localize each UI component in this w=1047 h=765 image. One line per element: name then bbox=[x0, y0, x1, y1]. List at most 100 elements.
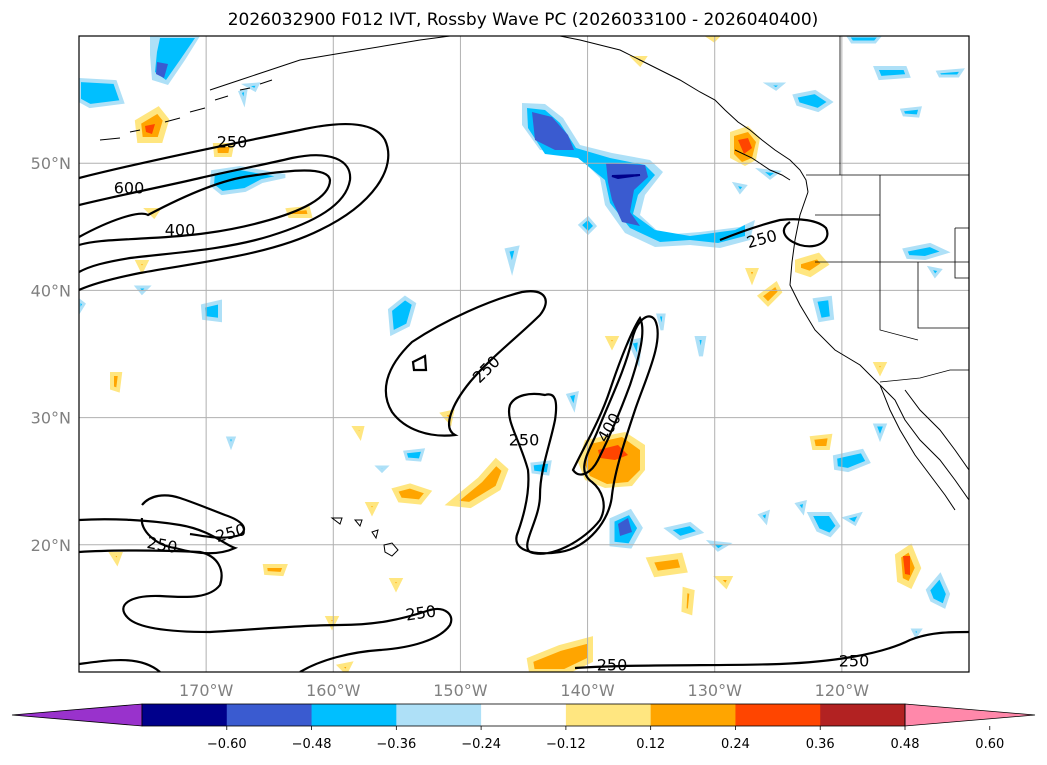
colorbar-segment bbox=[481, 704, 567, 726]
contour-400-inner bbox=[571, 315, 644, 476]
colorbar-extend-max bbox=[904, 703, 1036, 727]
orange-patch-small-5 bbox=[809, 433, 833, 450]
blue-patch-ne-3 bbox=[846, 36, 882, 44]
contour-label: 250 bbox=[839, 652, 870, 671]
lat-tick-label: 30°N bbox=[31, 409, 71, 428]
blue-patch-24n-east bbox=[806, 512, 841, 538]
contour-600 bbox=[79, 154, 352, 273]
map-frame bbox=[78, 35, 970, 673]
colorbar-ticks: −0.60 −0.48 −0.36 −0.24 −0.12 0.12 0.24 0.36 0.4… bbox=[207, 726, 1004, 752]
blue-patch-small-1 bbox=[504, 245, 520, 276]
lat-tick-label: 40°N bbox=[31, 281, 71, 300]
orange-patch-24n bbox=[444, 457, 509, 509]
blue-patch-ne-2 bbox=[873, 66, 911, 81]
blue-patch-small-5 bbox=[694, 336, 707, 357]
coastlines bbox=[99, 36, 969, 557]
blue-patch-gulf-alaska-deep bbox=[532, 112, 648, 226]
colorbar-segment bbox=[650, 704, 736, 726]
coast-islands-hawaii bbox=[330, 517, 399, 557]
orange-patch-small-10 bbox=[388, 578, 404, 593]
blue-patch-42n-east bbox=[902, 242, 951, 261]
colorbar-tick-label: 0.60 bbox=[975, 737, 1004, 752]
coast-mexico-main bbox=[904, 389, 969, 471]
orange-patch-42n-east bbox=[795, 252, 830, 278]
orange-patch-small-18 bbox=[872, 362, 888, 377]
orange-patch-small-16 bbox=[604, 336, 620, 351]
colorbar-frame bbox=[141, 703, 906, 727]
longitude-ticks: 170°W 160°W 150°W 140°W 130°W 120°W bbox=[179, 681, 869, 700]
orange-patch-19n bbox=[645, 552, 688, 578]
blue-patch-small-6 bbox=[565, 391, 579, 413]
blue-patch-small-14 bbox=[79, 298, 86, 315]
blue-patch-ne-10 bbox=[731, 181, 748, 195]
colorbar-tick-label: 0.36 bbox=[806, 737, 835, 752]
colorbar-tick-label: 0.24 bbox=[721, 737, 750, 752]
contour-250-south-loop bbox=[141, 494, 246, 539]
orange-patch-small-7 bbox=[351, 426, 365, 442]
blue-patch-small-16 bbox=[794, 499, 807, 516]
blue-patch-22n bbox=[663, 521, 705, 541]
blue-patch-small-4 bbox=[656, 313, 666, 331]
contour-250-south-left bbox=[79, 517, 239, 555]
blue-patch-ne-8 bbox=[841, 511, 863, 527]
colorbar-tick-label: 0.48 bbox=[891, 737, 920, 752]
coast-aleutians bbox=[99, 79, 273, 141]
colorbar-tick-label: −0.12 bbox=[546, 737, 586, 752]
contour-250-ne bbox=[719, 218, 829, 248]
border-states-3 bbox=[815, 261, 919, 341]
orange-patch-small-3 bbox=[110, 372, 123, 393]
lon-tick-label: 170°W bbox=[179, 681, 234, 700]
lat-tick-label: 50°N bbox=[31, 154, 71, 173]
blue-patch-small-7 bbox=[530, 460, 552, 476]
colorbar-tick-label: 0.12 bbox=[636, 737, 665, 752]
blue-patch-nw-2 bbox=[79, 77, 125, 109]
blue-patch-ne-11 bbox=[926, 265, 943, 279]
contour-label: 250 bbox=[597, 656, 628, 675]
blue-patch-28n-east bbox=[832, 448, 871, 473]
blue-patch-38n-west bbox=[200, 299, 222, 323]
orange-patch-small-8 bbox=[108, 552, 123, 567]
colorbar-segment bbox=[311, 704, 397, 726]
orange-patch-small-9 bbox=[364, 502, 380, 517]
colorbar-segment bbox=[142, 704, 228, 726]
orange-patch-10n bbox=[526, 636, 593, 672]
contour-250-north bbox=[79, 122, 390, 292]
orange-patch-small-6 bbox=[756, 280, 783, 307]
blue-patch-ne-5 bbox=[899, 106, 922, 118]
orange-patch-nw-core bbox=[145, 124, 155, 134]
blue-patch-small-9 bbox=[238, 87, 248, 108]
blue-patch-38n bbox=[387, 295, 417, 337]
blue-patch-ne-9 bbox=[757, 509, 771, 526]
lon-tick-label: 160°W bbox=[306, 681, 361, 700]
lon-tick-label: 150°W bbox=[433, 681, 488, 700]
lon-tick-label: 120°W bbox=[815, 681, 870, 700]
coast-vancouver bbox=[734, 149, 791, 181]
colorbar-segment bbox=[820, 704, 906, 726]
blue-patch-small-13 bbox=[374, 465, 390, 474]
contour-250-bottom bbox=[79, 659, 161, 672]
orange-patch-18n-east-core bbox=[903, 556, 910, 575]
contour-label: 400 bbox=[165, 221, 196, 240]
contour-400 bbox=[79, 169, 332, 247]
orange-patch-small-15 bbox=[134, 260, 150, 275]
orange-patch-28n-mid bbox=[584, 437, 640, 484]
colorbar-segment bbox=[226, 704, 313, 726]
blue-patch-gulf-alaska-navy bbox=[611, 174, 641, 180]
political-borders bbox=[806, 36, 969, 383]
colorbar-segment bbox=[396, 704, 482, 726]
contour-label: 250 bbox=[404, 601, 437, 624]
blue-patch-ne-7 bbox=[872, 423, 888, 443]
ivt-contours bbox=[79, 122, 969, 672]
coast-us-west bbox=[789, 191, 969, 501]
coast-baja bbox=[879, 384, 956, 511]
orange-patch-small-12 bbox=[335, 661, 354, 672]
blue-patch-small-8 bbox=[403, 448, 426, 462]
colorbar-segment bbox=[565, 704, 652, 726]
orange-patch-24n-west bbox=[391, 483, 433, 505]
blue-patch-ne-4 bbox=[935, 68, 965, 78]
contour-250-se bbox=[574, 630, 969, 670]
contour-small-ring bbox=[411, 354, 428, 372]
contour-250-hook bbox=[507, 315, 659, 555]
